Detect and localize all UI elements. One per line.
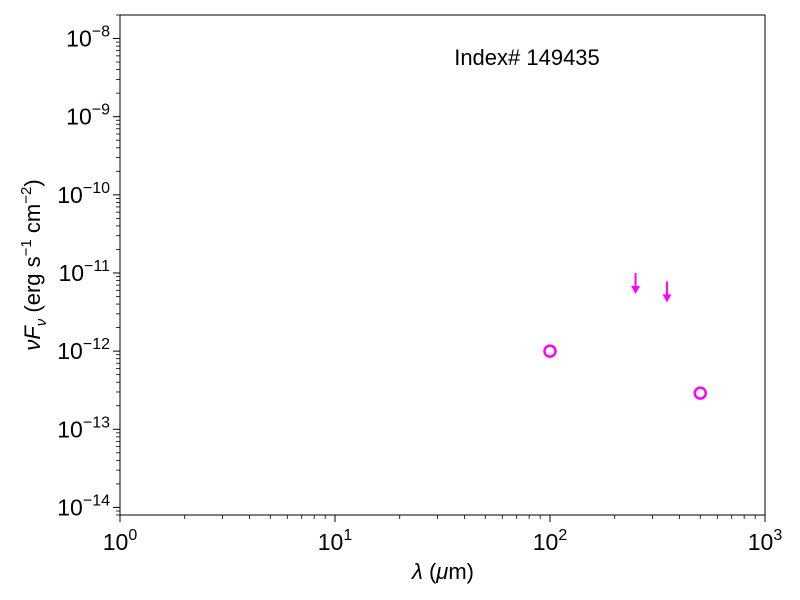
x-tick-label: 102 xyxy=(533,527,568,555)
data-markers xyxy=(543,272,708,400)
minor-ticks xyxy=(116,14,756,519)
upper-limit-arrow-head xyxy=(662,294,672,303)
major-ticks xyxy=(113,38,766,522)
upper-limit-arrow-head xyxy=(631,285,641,294)
y-tick-label: 10−10 xyxy=(57,180,110,208)
x-tick-label: 100 xyxy=(103,527,138,555)
y-tick-labels: 10−14 10−13 10−12 10−11 10−10 10−9 10−8 xyxy=(57,24,110,521)
data-point-circle xyxy=(543,344,557,358)
upper-limit-arrow xyxy=(662,281,672,303)
y-tick-label: 10−14 xyxy=(57,492,110,520)
upper-limit-arrow xyxy=(631,272,641,294)
plot-frame xyxy=(119,14,766,516)
chart-annotation: Index# 149435 xyxy=(454,45,600,70)
data-point-circle xyxy=(693,386,708,400)
y-tick-label: 10−11 xyxy=(58,258,110,286)
y-tick-label: 10−8 xyxy=(66,24,110,52)
y-tick-label: 10−12 xyxy=(57,336,110,364)
y-tick-label: 10−13 xyxy=(57,414,110,442)
x-tick-labels: 100 101 102 103 xyxy=(103,527,783,555)
x-tick-label: 103 xyxy=(748,527,783,555)
y-tick-label: 10−9 xyxy=(66,102,110,130)
x-tick-label: 101 xyxy=(318,527,353,555)
y-axis-label: νFν (erg s−1 cm−2) xyxy=(18,179,50,350)
x-axis-label: λ (μm) xyxy=(411,559,474,584)
